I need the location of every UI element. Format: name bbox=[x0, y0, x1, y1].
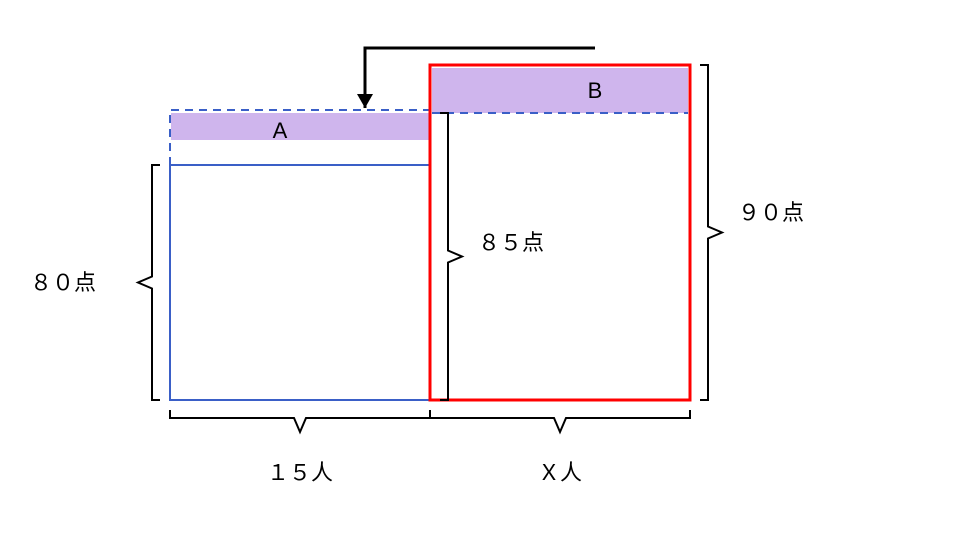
bracket-85 bbox=[440, 113, 462, 400]
bracket-15 bbox=[170, 410, 430, 432]
label-left-width: １５人 bbox=[267, 455, 333, 487]
label-B: B bbox=[588, 78, 603, 104]
label-mid-height: ８５点 bbox=[478, 225, 544, 257]
bracket-X bbox=[430, 410, 690, 432]
transfer-arrow bbox=[365, 48, 595, 108]
label-right-width: Ｘ人 bbox=[538, 455, 582, 487]
bracket-90 bbox=[700, 65, 722, 400]
label-right-height: ９０点 bbox=[738, 195, 804, 227]
label-left-height: ８０点 bbox=[30, 265, 96, 297]
bracket-80 bbox=[138, 165, 160, 400]
label-A: A bbox=[273, 118, 288, 144]
